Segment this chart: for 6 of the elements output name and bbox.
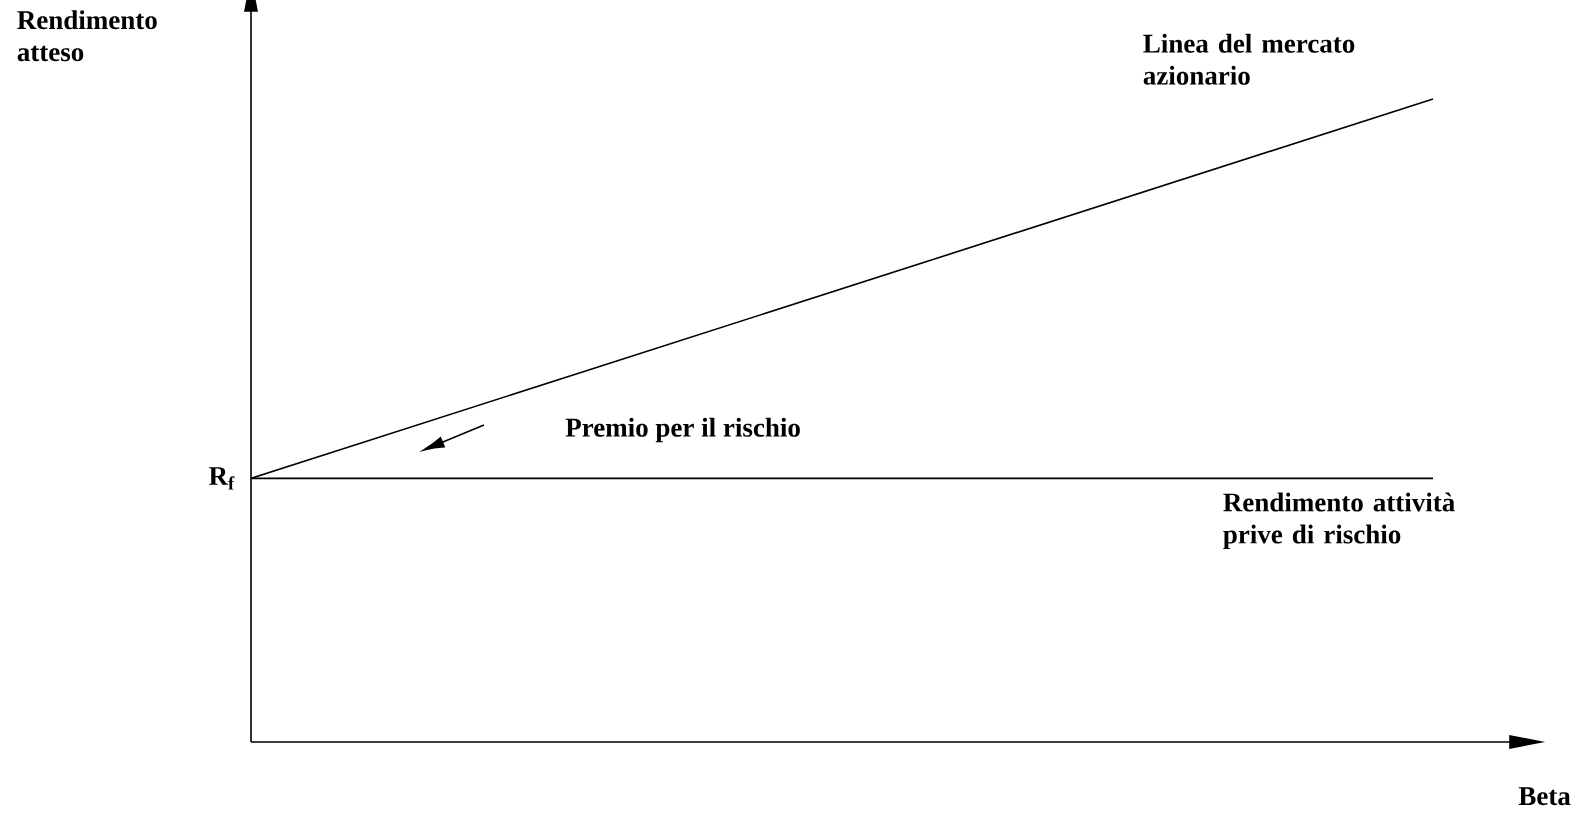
x-axis-title: Beta bbox=[1518, 787, 1571, 806]
y-axis-title: Rendimento atteso bbox=[17, 10, 157, 62]
annotation: Premio per il rischio bbox=[565, 417, 800, 443]
annotation: R$_{f}$ bbox=[208, 467, 235, 490]
series-label: Linea del mercato azionario bbox=[1143, 33, 1355, 85]
series-label: Rendimento attività prive di rischio bbox=[1223, 492, 1455, 550]
